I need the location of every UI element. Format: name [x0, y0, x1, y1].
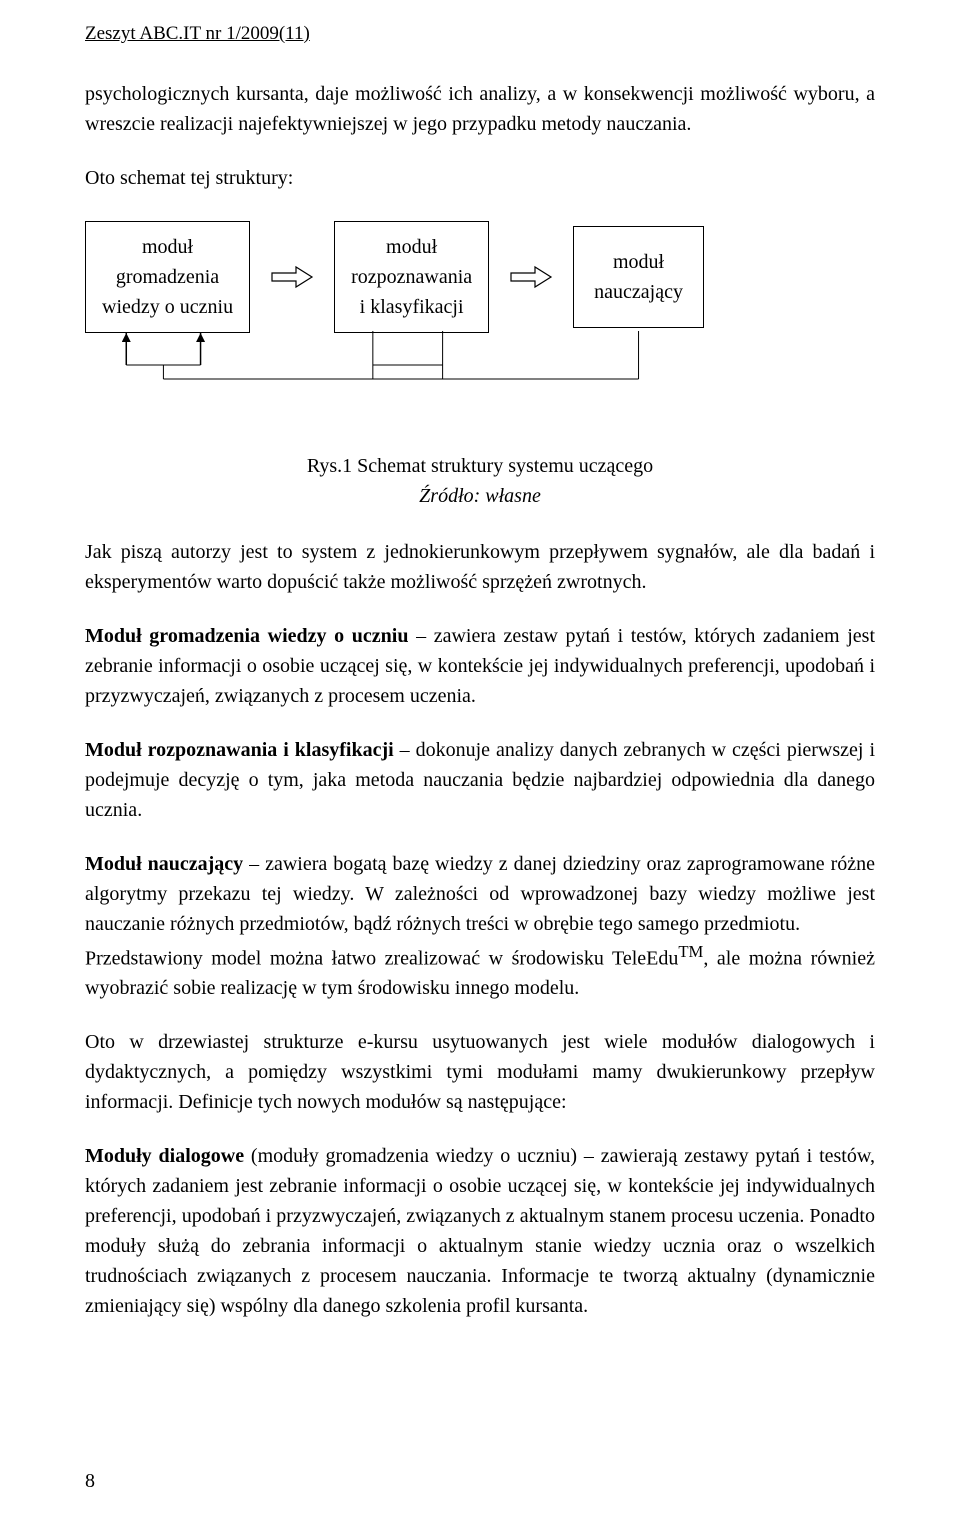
tele1: Przedstawiony model można łatwo zrealizo…: [85, 947, 678, 969]
flowchart-diagram: moduł gromadzenia wiedzy o uczniu moduł …: [85, 221, 875, 411]
bold-m2: Moduł rozpoznawania i klasyfikacji: [85, 739, 394, 761]
box1-line2: gromadzenia: [116, 266, 219, 288]
schema-intro: Oto schemat tej struktury:: [85, 163, 875, 193]
box1-line1: moduł: [142, 236, 193, 258]
para-modul-nauczajacy: Moduł nauczający – zawiera bogatą bazę w…: [85, 849, 875, 939]
para-modul-rozpoznawania: Moduł rozpoznawania i klasyfikacji – dok…: [85, 735, 875, 825]
box2-line2: rozpoznawania: [351, 266, 472, 288]
para-modul-gromadzenia: Moduł gromadzenia wiedzy o uczniu – zawi…: [85, 621, 875, 711]
flow-box-gromadzenia: moduł gromadzenia wiedzy o uczniu: [85, 221, 250, 333]
flowchart-row: moduł gromadzenia wiedzy o uczniu moduł …: [85, 221, 875, 333]
page-number: 8: [85, 1466, 95, 1496]
box1-line3: wiedzy o uczniu: [102, 296, 233, 318]
arrow-icon: [509, 265, 553, 289]
para-teleedu: Przedstawiony model można łatwo zrealizo…: [85, 939, 875, 1004]
journal-header: Zeszyt ABC.IT nr 1/2009(11): [85, 20, 875, 49]
box2-line3: i klasyfikacji: [360, 296, 464, 318]
bold-m3: Moduł nauczający: [85, 853, 243, 875]
tm-superscript: TM: [678, 942, 703, 961]
intro-paragraph: psychologicznych kursanta, daje możliwoś…: [85, 79, 875, 139]
box2-line1: moduł: [386, 236, 437, 258]
flow-box-rozpoznawania: moduł rozpoznawania i klasyfikacji: [334, 221, 489, 333]
flow-box-nauczajacy: moduł nauczający: [573, 226, 704, 328]
rest-dial: (moduły gromadzenia wiedzy o uczniu) – z…: [85, 1145, 875, 1317]
feedback-arrows: [85, 331, 875, 411]
box3-line2: nauczający: [594, 281, 683, 303]
box3-line1: moduł: [613, 251, 664, 273]
caption-main: Rys.1 Schemat struktury systemu uczącego: [307, 455, 653, 477]
bold-dial: Moduły dialogowe: [85, 1145, 244, 1167]
para-oto: Oto w drzewiastej strukturze e-kursu usy…: [85, 1027, 875, 1117]
caption-source: Źródło: własne: [419, 485, 541, 507]
arrow-icon: [270, 265, 314, 289]
para-jak: Jak piszą autorzy jest to system z jedno…: [85, 537, 875, 597]
bold-m1: Moduł gromadzenia wiedzy o uczniu: [85, 625, 408, 647]
figure-caption: Rys.1 Schemat struktury systemu uczącego…: [85, 451, 875, 511]
para-moduly-dialogowe: Moduły dialogowe (moduły gromadzenia wie…: [85, 1141, 875, 1321]
